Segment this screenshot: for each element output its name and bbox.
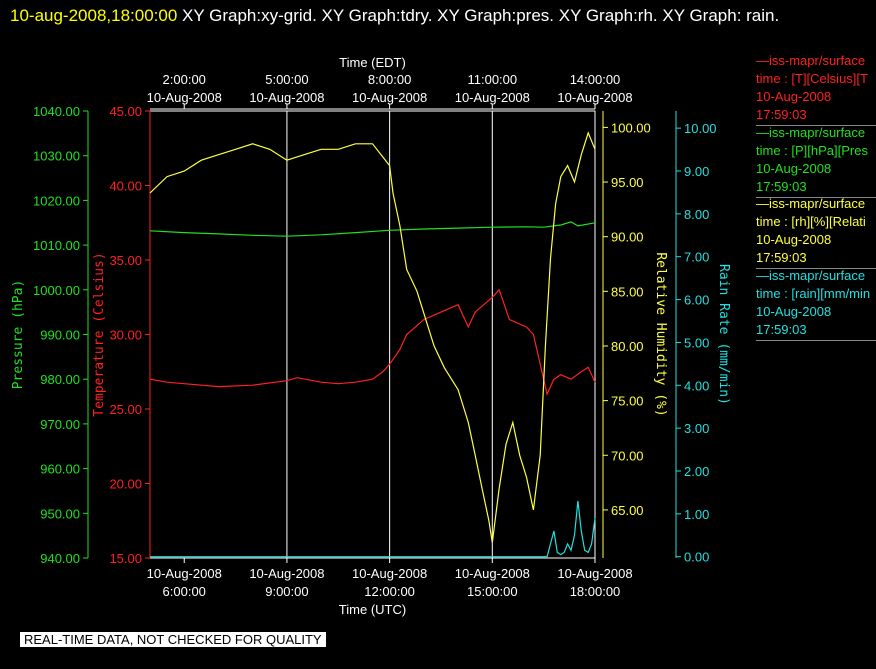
y-tick-label-pres: 1020.00: [33, 193, 80, 208]
y-tick-label-pres: 1040.00: [33, 104, 80, 119]
y-tick-label-rain: 2.00: [684, 464, 709, 479]
timestamp: 10-aug-2008,18:00:00: [10, 6, 178, 25]
y-axis-label-rh: Relative Humidity (%): [653, 252, 668, 416]
y-tick-label-pres: 1030.00: [33, 149, 80, 164]
legend-line2: time : [rain][mm/min: [756, 286, 871, 301]
legend-time: 17:59:03: [756, 179, 807, 194]
top-axis-label: Time (EDT): [339, 55, 406, 70]
graph-titles: XY Graph:xy-grid. XY Graph:tdry. XY Grap…: [177, 6, 780, 25]
y-tick-label-pres: 1010.00: [33, 238, 80, 253]
y-axis-label-tdry: Temperature (Celsius): [92, 252, 107, 416]
y-tick-label-rain: 5.00: [684, 335, 709, 350]
y-tick-label-rain: 0.00: [684, 550, 709, 565]
y-tick-label-tdry: 30.00: [109, 328, 142, 343]
legend-date: 10-Aug-2008: [756, 89, 832, 104]
y-tick-label-pres: 990.00: [40, 328, 80, 343]
legend-line2: time : [P][hPa][Pres: [756, 143, 868, 158]
y-tick-label-pres: 960.00: [40, 462, 80, 477]
bottom-tick-label-date: 10-Aug-2008: [352, 566, 427, 581]
legend-time: 17:59:03: [756, 322, 807, 337]
legend-separator: [756, 125, 876, 126]
y-axis-label-rain: Rain Rate (mm/min): [716, 264, 731, 405]
series-line-rain: [150, 500, 596, 558]
legend-time: 17:59:03: [756, 107, 807, 122]
y-tick-label-tdry: 40.00: [109, 179, 142, 194]
y-tick-label-pres: 950.00: [40, 506, 80, 521]
legend-separator: [756, 197, 876, 198]
bottom-tick-label-date: 10-Aug-2008: [147, 566, 222, 581]
legend-name: —iss-mapr/surface: [756, 196, 866, 211]
y-tick-label-rain: 10.00: [684, 121, 717, 136]
y-tick-label-rh: 65.00: [611, 503, 644, 518]
bottom-tick-label-date: 10-Aug-2008: [557, 566, 632, 581]
y-tick-label-rain: 1.00: [684, 507, 709, 522]
legend-name: —iss-mapr/surface: [756, 53, 866, 68]
legend-name: —iss-mapr/surface: [756, 125, 866, 140]
y-tick-label-tdry: 35.00: [109, 253, 142, 268]
legend-date: 10-Aug-2008: [756, 304, 832, 319]
top-tick-label-date: 10-Aug-2008: [249, 90, 324, 105]
top-tick-label-date: 10-Aug-2008: [352, 90, 427, 105]
y-tick-label-tdry: 20.00: [109, 477, 142, 492]
graph-header: 10-aug-2008,18:00:00 XY Graph:xy-grid. X…: [10, 2, 860, 30]
top-tick-label-time: 14:00:00: [570, 72, 621, 87]
legend-date: 10-Aug-2008: [756, 232, 832, 247]
bottom-axis-label: Time (UTC): [339, 602, 406, 617]
legend-entry-rain: —iss-mapr/surface time : [rain][mm/min 10-…: [756, 267, 876, 341]
y-tick-label-rh: 95.00: [611, 175, 644, 190]
y-tick-label-rain: 4.00: [684, 378, 709, 393]
y-tick-label-pres: 980.00: [40, 372, 80, 387]
top-tick-label-time: 5:00:00: [265, 72, 308, 87]
legend-line2: time : [T][Celsius][T: [756, 71, 868, 86]
bottom-tick-label-date: 10-Aug-2008: [249, 566, 324, 581]
legend-separator: [756, 340, 876, 341]
bottom-tick-label-time: 9:00:00: [265, 584, 308, 599]
y-tick-label-rain: 8.00: [684, 207, 709, 222]
bottom-tick-label-date: 10-Aug-2008: [455, 566, 530, 581]
y-tick-label-pres: 940.00: [40, 551, 80, 566]
legend-separator: [756, 268, 876, 269]
y-tick-label-tdry: 15.00: [109, 551, 142, 566]
y-tick-label-pres: 1000.00: [33, 283, 80, 298]
bottom-tick-label-time: 18:00:00: [570, 584, 621, 599]
y-tick-label-rain: 6.00: [684, 293, 709, 308]
y-axis-label-pres: Pressure (hPa): [11, 280, 26, 390]
y-tick-label-rh: 100.00: [611, 120, 651, 135]
top-tick-label-date: 10-Aug-2008: [455, 90, 530, 105]
legend-entry-pressure: —iss-mapr/surface time : [P][hPa][Pres 10-…: [756, 124, 876, 198]
legend-date: 10-Aug-2008: [756, 161, 832, 176]
top-tick-label-time: 8:00:00: [368, 72, 411, 87]
top-tick-label-date: 10-Aug-2008: [557, 90, 632, 105]
legend-time: 17:59:03: [756, 250, 807, 265]
legend-name: —iss-mapr/surface: [756, 268, 866, 283]
top-tick-label-time: 2:00:00: [163, 72, 206, 87]
legend-entry-temperature: —iss-mapr/surface time : [T][Celsius][T 10…: [756, 52, 876, 126]
y-tick-label-pres: 970.00: [40, 417, 80, 432]
y-tick-label-rh: 70.00: [611, 448, 644, 463]
bottom-tick-label-time: 12:00:00: [364, 584, 415, 599]
series-line-tdry: [149, 288, 596, 396]
y-tick-label-rh: 85.00: [611, 284, 644, 299]
quality-disclaimer: REAL-TIME DATA, NOT CHECKED FOR QUALITY: [20, 632, 326, 647]
legend-entry-humidity: —iss-mapr/surface time : [rh][%][Relati 10…: [756, 195, 876, 269]
plot-frame: [149, 110, 596, 559]
legend-line2: time : [rh][%][Relati: [756, 214, 866, 229]
top-tick-label-time: 11:00:00: [467, 72, 517, 87]
y-tick-label-rh: 80.00: [611, 339, 644, 354]
y-tick-label-rh: 90.00: [611, 230, 644, 245]
series-line-rh: [149, 131, 596, 543]
y-tick-label-tdry: 25.00: [109, 402, 142, 417]
y-tick-label-rh: 75.00: [611, 394, 644, 409]
series-line-pres: [149, 221, 596, 237]
y-tick-label-rain: 7.00: [684, 250, 709, 265]
bottom-tick-label-time: 6:00:00: [163, 584, 206, 599]
y-tick-label-tdry: 45.00: [109, 104, 142, 119]
bottom-tick-label-time: 15:00:00: [467, 584, 518, 599]
y-tick-label-rain: 3.00: [684, 421, 709, 436]
y-tick-label-rain: 9.00: [684, 164, 709, 179]
top-tick-label-date: 10-Aug-2008: [147, 90, 222, 105]
